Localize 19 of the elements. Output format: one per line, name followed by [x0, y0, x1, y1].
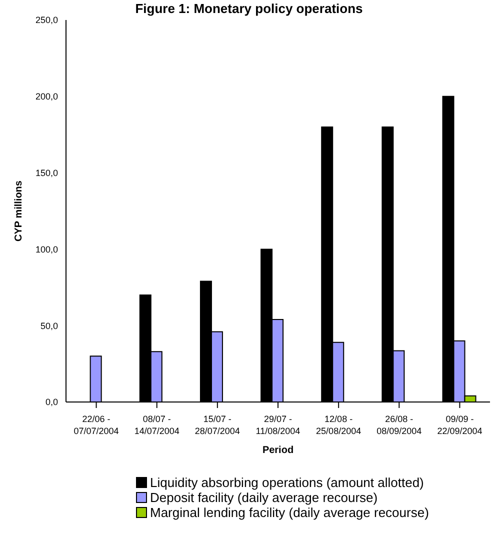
x-tick-label: 15/07 - 28/07/2004	[194, 414, 240, 436]
x-tick-label: 09/09 - 22/09/2004	[437, 414, 482, 436]
legend-label: Marginal lending facility (daily average recourse)	[150, 505, 429, 520]
y-tick-label: 150,0	[35, 168, 58, 178]
x-tick-label: 22/06 - 07/07/2004	[74, 414, 119, 436]
y-tick-label: 0,0	[45, 397, 58, 408]
y-tick-label: 200,0	[35, 92, 58, 102]
legend-label: Deposit facility (daily average recourse)	[150, 490, 378, 505]
y-tick-label: 250,0	[35, 15, 58, 26]
x-tick-label: 08/07 - 14/07/2004	[134, 414, 180, 436]
y-axis-title: CYP millions	[14, 180, 25, 242]
x-tick-label: 12/08 - 25/08/2004	[316, 414, 362, 436]
y-tick-label: 50,0	[40, 320, 58, 331]
x-axis-title: Period	[262, 445, 294, 456]
y-tick-label: 100,0	[35, 244, 58, 254]
legend-label: Liquidity absorbing operations (amount allotted)	[150, 475, 424, 490]
x-tick-label: 26/08 - 08/09/2004	[376, 414, 422, 436]
x-tick-label: 29/07 - 11/08/2004	[256, 414, 300, 436]
chart-title: Figure 1: Monetary policy operations	[134, 1, 364, 16]
